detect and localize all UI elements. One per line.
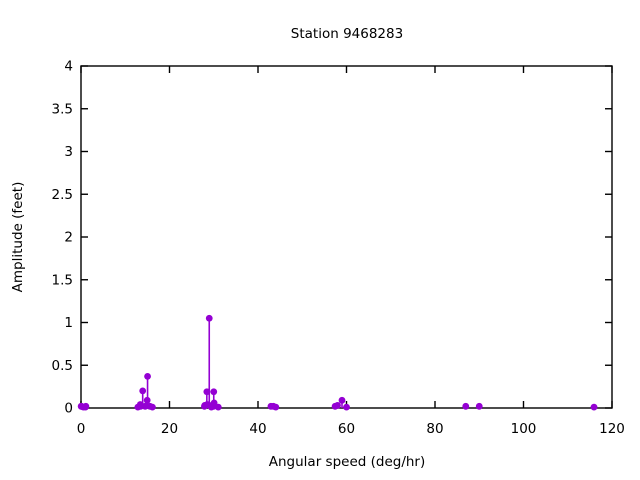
data-point — [590, 403, 598, 411]
data-point — [149, 403, 156, 411]
x-tick-label: 20 — [161, 421, 178, 437]
y-tick-label: 1.5 — [52, 272, 73, 288]
x-tick-label: 80 — [426, 421, 443, 437]
plot-border — [80, 65, 613, 409]
y-axis-label: Amplitude (feet) — [10, 182, 26, 293]
y-tick-label: 3 — [64, 144, 73, 160]
data-point — [210, 399, 218, 407]
data-point — [144, 372, 151, 380]
y-tick-label: 3.5 — [52, 101, 73, 117]
x-tick-label: 100 — [511, 421, 537, 437]
y-tick-label: 1 — [64, 315, 73, 331]
data-point — [462, 402, 470, 410]
data-point — [338, 396, 346, 404]
data-point — [475, 402, 483, 410]
x-tick-label: 120 — [599, 421, 625, 437]
y-tick-label: 2.5 — [52, 187, 73, 203]
plot-frame: 0 20 40 60 80 100 120 0 0.5 1 1.5 2 2.5 3 3.5 4 — [52, 59, 625, 438]
data-series — [77, 314, 598, 411]
data-point — [214, 403, 222, 411]
x-tick-label: 60 — [338, 421, 355, 437]
data-point — [272, 403, 280, 411]
data-point — [334, 402, 341, 409]
chart-title: Station 9468283 — [291, 26, 403, 42]
y-tick-label: 2 — [64, 230, 73, 246]
y-tick-label: 0 — [64, 401, 73, 417]
y-tick-label: 0.5 — [52, 358, 73, 374]
data-point — [343, 403, 350, 411]
data-point — [203, 388, 211, 396]
data-point — [141, 402, 149, 410]
x-tick-label: 40 — [249, 421, 266, 437]
data-point — [205, 314, 213, 322]
data-point — [139, 387, 147, 395]
data-point — [82, 402, 90, 410]
data-point — [210, 388, 218, 396]
x-axis-label: Angular speed (deg/hr) — [269, 454, 426, 470]
y-tick-label: 4 — [64, 59, 73, 75]
x-tick-label: 0 — [77, 421, 86, 437]
data-point — [143, 396, 151, 404]
